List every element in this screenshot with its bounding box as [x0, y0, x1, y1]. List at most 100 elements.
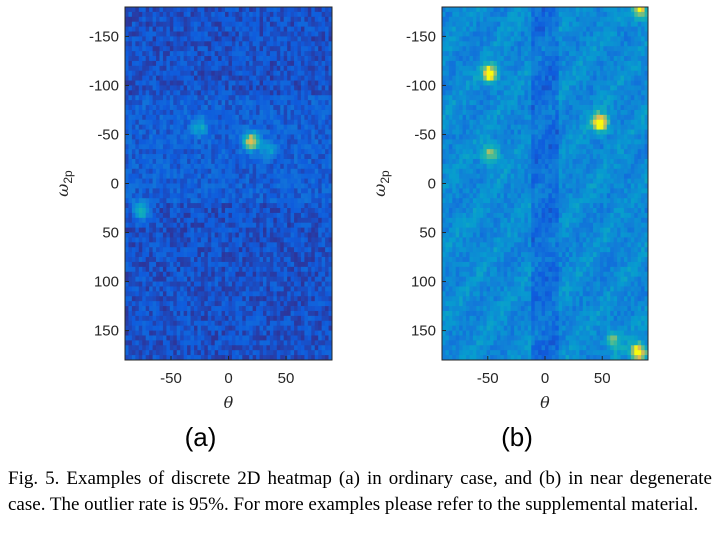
- heatmap-cell: [252, 70, 257, 77]
- heatmap-cell: [207, 340, 212, 346]
- heatmap-cell: [280, 222, 285, 229]
- heatmap-cell: [318, 109, 323, 116]
- heatmap-cell: [294, 163, 298, 170]
- heatmap-cell: [169, 85, 174, 91]
- heatmap-cell: [145, 26, 150, 32]
- heatmap-cell: [159, 95, 164, 101]
- heatmap-cell: [159, 310, 164, 317]
- heatmap-cell: [166, 134, 171, 140]
- heatmap-cell: [138, 149, 143, 155]
- heatmap-cell: [145, 261, 150, 268]
- heatmap-cell: [211, 129, 216, 135]
- heatmap-cell: [620, 26, 625, 32]
- heatmap-cell: [318, 320, 323, 327]
- heatmap-cell: [197, 31, 202, 37]
- heatmap-cell: [225, 41, 229, 47]
- heatmap-cell: [249, 355, 254, 361]
- heatmap-cell: [204, 85, 209, 91]
- heatmap-cell: [328, 203, 333, 209]
- heatmap-cell: [290, 335, 295, 341]
- heatmap-cell: [228, 301, 233, 307]
- heatmap-cell: [152, 16, 157, 23]
- heatmap-cell: [149, 286, 153, 292]
- heatmap-cell: [531, 11, 536, 18]
- heatmap-cell: [228, 11, 233, 18]
- heatmap-cell: [159, 119, 164, 126]
- heatmap-cell: [321, 310, 326, 317]
- heatmap-cell: [204, 163, 209, 170]
- heatmap-cell: [466, 36, 470, 42]
- heatmap-cell: [152, 345, 157, 351]
- heatmap-cell: [145, 119, 150, 126]
- heatmap-cell: [325, 168, 329, 175]
- heatmap-cell: [183, 173, 188, 179]
- heatmap-cell: [311, 296, 316, 302]
- heatmap-cell: [259, 310, 264, 317]
- heatmap-cell: [252, 16, 257, 23]
- heatmap-cell: [459, 21, 463, 28]
- heatmap-cell: [555, 7, 560, 13]
- heatmap-cell: [269, 212, 274, 219]
- heatmap-cell: [173, 340, 178, 346]
- heatmap-cell: [242, 252, 247, 258]
- heatmap-cell: [131, 41, 136, 47]
- heatmap-cell: [159, 168, 164, 175]
- heatmap-cell: [162, 154, 167, 160]
- heatmap-cell: [541, 16, 546, 23]
- heatmap-cell: [311, 65, 316, 72]
- heatmap-cell: [294, 242, 298, 248]
- heatmap-cell: [259, 217, 264, 224]
- heatmap-cell: [627, 31, 632, 37]
- heatmap-cell: [575, 16, 580, 23]
- heatmap-cell: [176, 296, 181, 302]
- heatmap-cell: [579, 46, 584, 52]
- heatmap-cell: [214, 60, 219, 67]
- heatmap-cell: [131, 335, 136, 341]
- heatmap-cell: [169, 163, 174, 170]
- heatmap-cell: [287, 242, 291, 248]
- heatmap-cell: [204, 261, 209, 268]
- heatmap-cell: [176, 340, 181, 346]
- heatmap-cell: [321, 154, 326, 160]
- heatmap-cell: [249, 134, 254, 140]
- heatmap-cell: [169, 80, 174, 86]
- heatmap-cell: [225, 188, 229, 194]
- heatmap-cell: [510, 56, 515, 62]
- heatmap-cell: [575, 7, 580, 13]
- heatmap-cell: [325, 261, 329, 268]
- heatmap-cell: [273, 188, 278, 194]
- heatmap-cell: [304, 31, 309, 37]
- heatmap-cell: [321, 21, 326, 28]
- heatmap-cell: [190, 183, 195, 189]
- heatmap-cell: [290, 21, 295, 28]
- heatmap-cell: [131, 315, 136, 322]
- heatmap-cell: [225, 100, 229, 106]
- heatmap-cell: [138, 212, 143, 219]
- heatmap-a-cells: [125, 7, 333, 361]
- heatmap-cell: [138, 188, 143, 194]
- heatmap-cell: [238, 242, 243, 248]
- heatmap-cell: [125, 320, 129, 327]
- heatmap-cell: [617, 46, 621, 52]
- heatmap-cell: [596, 41, 601, 47]
- heatmap-cell: [152, 208, 157, 214]
- heatmap-cell: [162, 163, 167, 170]
- heatmap-cell: [211, 11, 216, 18]
- heatmap-cell: [252, 355, 257, 361]
- heatmap-cell: [259, 271, 264, 278]
- heatmap-cell: [162, 350, 167, 356]
- heatmap-cell: [180, 310, 185, 317]
- heatmap-cell: [200, 310, 205, 317]
- heatmap-cell: [321, 124, 326, 130]
- heatmap-cell: [455, 56, 460, 62]
- heatmap-cell: [269, 345, 274, 351]
- heatmap-cell: [131, 271, 136, 278]
- heatmap-cell: [135, 227, 140, 233]
- heatmap-cell: [314, 203, 319, 209]
- heatmap-cell: [314, 271, 319, 278]
- heatmap-cell: [637, 41, 642, 47]
- heatmap-cell: [287, 266, 291, 273]
- heatmap-cell: [214, 345, 219, 351]
- heatmap-cell: [187, 193, 191, 199]
- heatmap-cell: [311, 355, 316, 361]
